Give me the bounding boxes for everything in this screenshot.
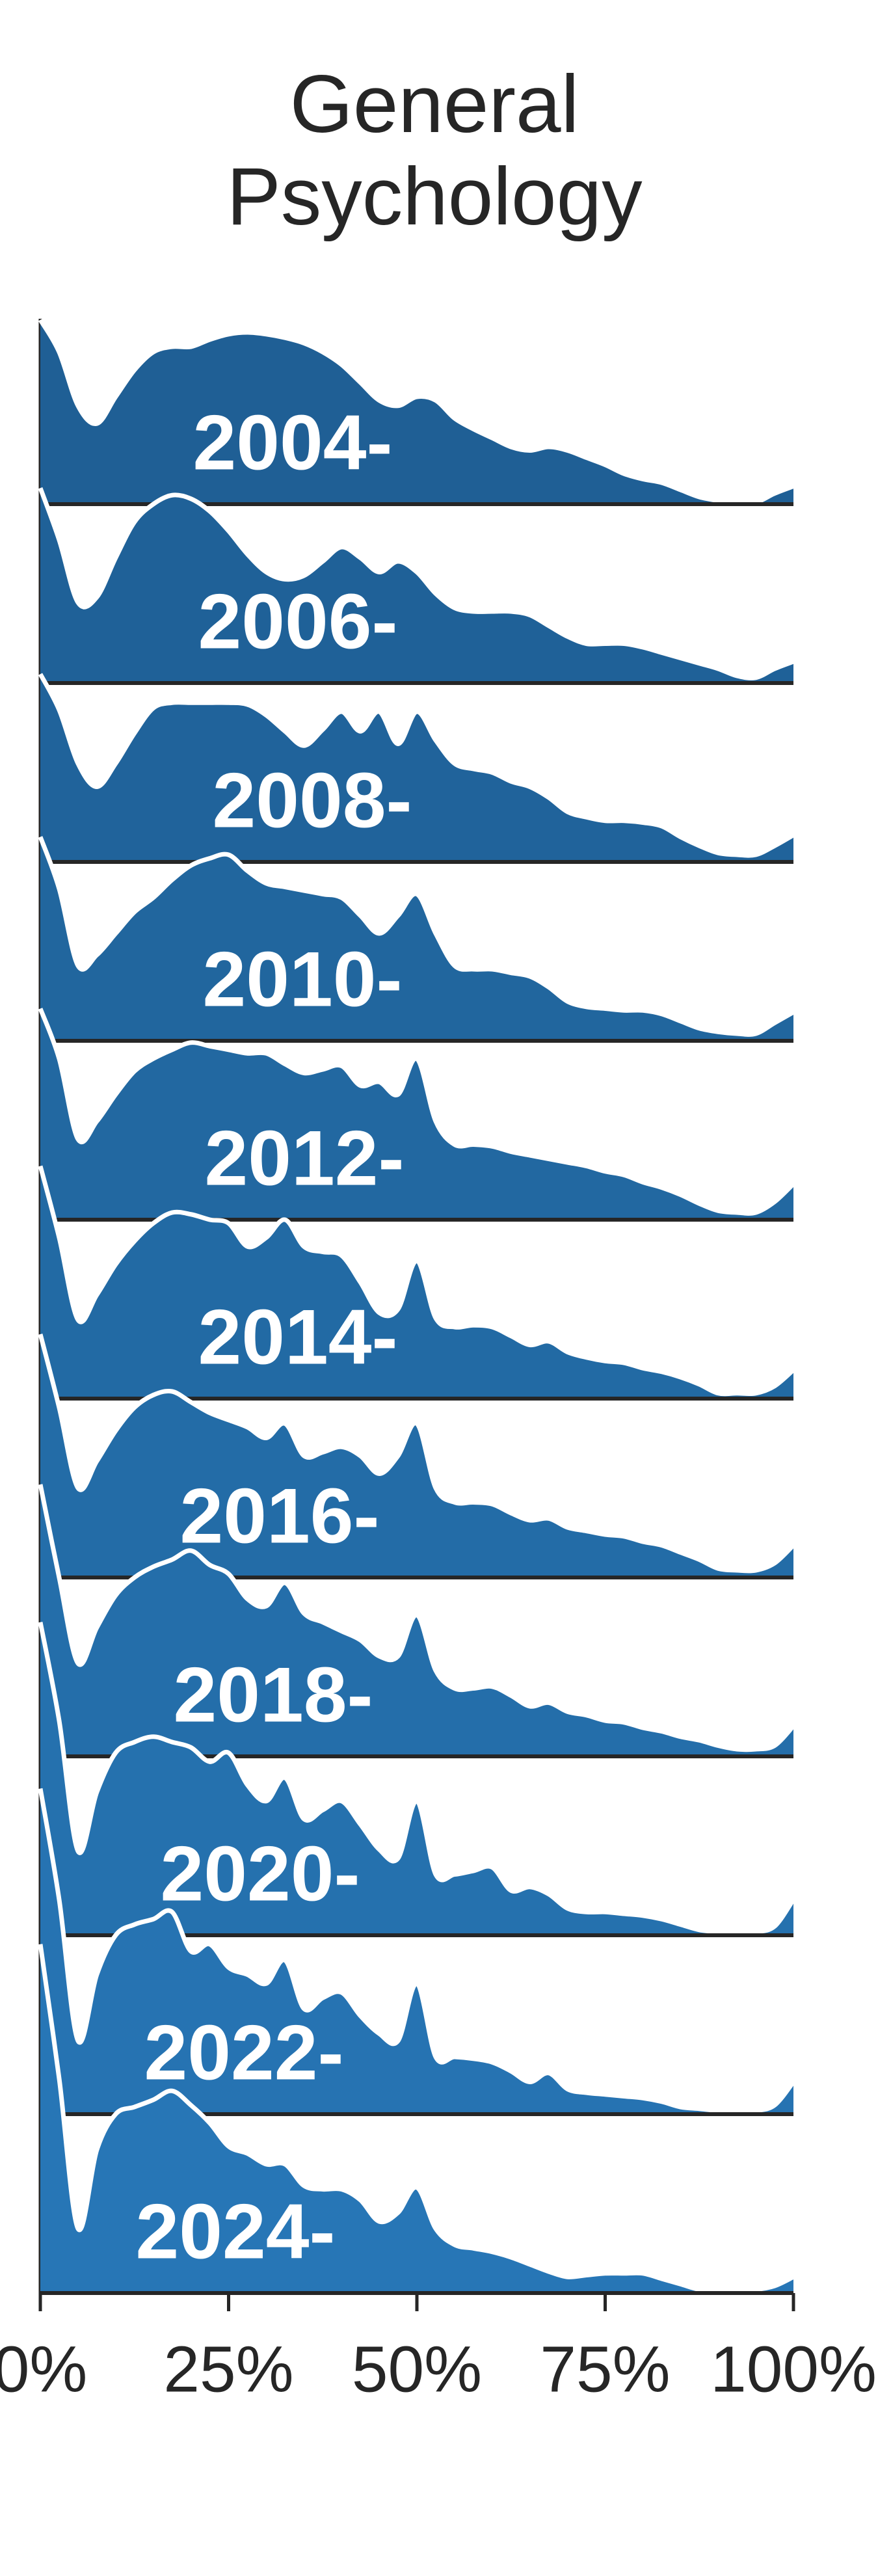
ridge-area: [40, 837, 793, 1041]
ridge-label: 2012-: [205, 1115, 405, 1202]
x-tick-label: 25%: [163, 2333, 293, 2406]
ridge-label: 2018-: [174, 1652, 373, 1739]
ridge-label: 2004-: [193, 399, 393, 487]
ridge-area: [40, 1622, 793, 1935]
ridge-area: [40, 1334, 793, 1577]
ridge-outline: [38, 1944, 795, 2292]
x-tick-label: 50%: [352, 2333, 482, 2406]
ridge-outline: [38, 318, 795, 505]
ridge-label: 2010-: [203, 936, 403, 1023]
ridge-area: [40, 319, 793, 504]
ridge-label: 2008-: [213, 757, 412, 844]
ridge-label: 2024-: [136, 2188, 336, 2275]
ridge-outline: [38, 1788, 795, 2113]
ridge-label: 2006-: [198, 578, 398, 665]
x-tick-label: 0%: [0, 2333, 87, 2406]
ridge-area: [40, 1788, 793, 2114]
ridge-outline: [38, 1334, 795, 1574]
ridge-label: 2016-: [180, 1473, 380, 1560]
ridge-label: 2020-: [161, 1831, 360, 1918]
ridge-outline: [38, 487, 795, 680]
ridge-area: [40, 1008, 793, 1220]
ridge-outline: [38, 1484, 795, 1752]
ridge-outline: [38, 1165, 795, 1397]
ridge-area: [40, 488, 793, 683]
ridge-outline: [38, 836, 795, 1037]
ridge-outline: [38, 1622, 795, 1935]
ridge-label: 2022-: [144, 2009, 344, 2097]
chart-title: General: [290, 59, 579, 150]
ridge-outline: [38, 1008, 795, 1216]
chart-title: Psychology: [226, 152, 643, 242]
ridge-label: 2014-: [198, 1294, 398, 1381]
ridge-area: [40, 1944, 793, 2293]
x-tick-label: 75%: [540, 2333, 670, 2406]
ridge-outline: [38, 673, 795, 858]
x-tick-label: 100%: [710, 2333, 877, 2406]
ridge-area: [40, 1484, 793, 1756]
ridge-area: [40, 674, 793, 862]
